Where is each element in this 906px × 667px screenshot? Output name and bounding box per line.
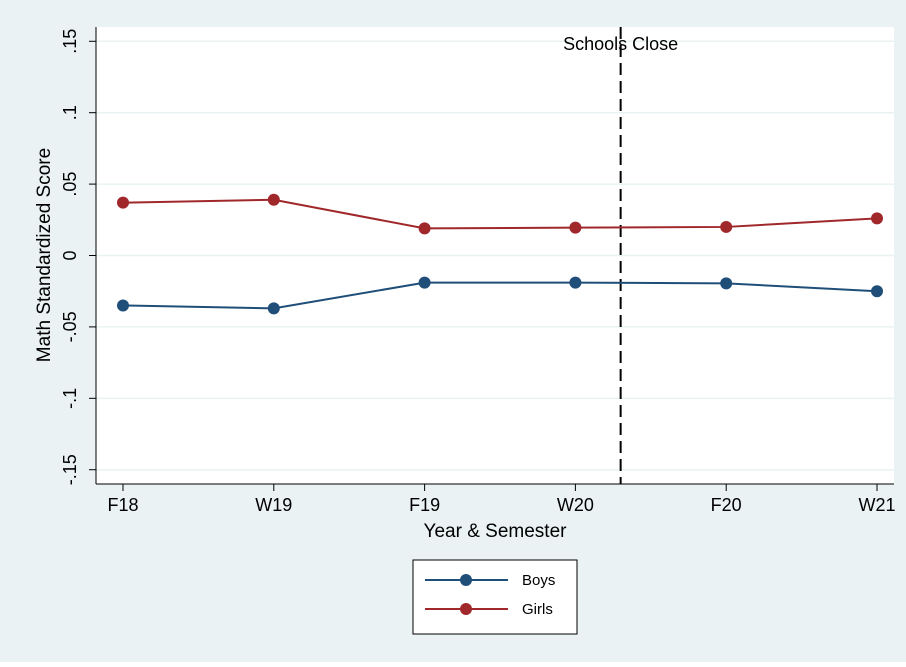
boys-point bbox=[569, 276, 582, 289]
legend-girls-label: Girls bbox=[522, 601, 553, 618]
girls-point bbox=[418, 222, 431, 235]
girls-point bbox=[569, 221, 582, 234]
y-tick-label: .15 bbox=[60, 29, 80, 54]
y-tick-label: .05 bbox=[60, 172, 80, 197]
girls-point bbox=[267, 193, 280, 206]
schools-close-label: Schools Close bbox=[563, 34, 678, 54]
x-tick-label: F18 bbox=[107, 495, 138, 515]
x-tick-label: W21 bbox=[858, 495, 895, 515]
girls-point bbox=[117, 196, 129, 209]
girls-point bbox=[720, 220, 733, 233]
legend-boys-label: Boys bbox=[522, 572, 555, 589]
legend-girls-marker bbox=[460, 603, 472, 615]
girls-point bbox=[871, 212, 883, 225]
x-tick-label: W20 bbox=[557, 495, 594, 515]
series-layer bbox=[117, 193, 883, 315]
boys-point bbox=[117, 299, 129, 312]
boys-point bbox=[720, 277, 733, 290]
axis-layer: -.15 -.1 -.05 0 .05 .1 .15 F18 W19 F19 W20 F20 W21 bbox=[60, 27, 896, 515]
y-tick-label: -.05 bbox=[60, 311, 80, 342]
boys-line bbox=[122, 281, 878, 310]
y-tick-label: .1 bbox=[60, 105, 80, 120]
grid-layer bbox=[96, 40, 894, 471]
x-tick-label: F20 bbox=[711, 495, 742, 515]
y-tick-label: -.15 bbox=[60, 454, 80, 485]
boys-point bbox=[418, 276, 431, 289]
x-tick-label: W19 bbox=[255, 495, 292, 515]
annotation-layer: Schools Close bbox=[563, 27, 678, 484]
legend-items: Boys Girls bbox=[425, 572, 555, 618]
girls-line bbox=[122, 198, 878, 230]
x-tick-label: F19 bbox=[409, 495, 440, 515]
boys-point bbox=[267, 302, 280, 315]
boys-point bbox=[871, 285, 883, 298]
y-tick-label: 0 bbox=[60, 250, 80, 260]
legend-boys-marker bbox=[460, 574, 472, 586]
y-tick-label: -.1 bbox=[60, 388, 80, 409]
legend-box bbox=[412, 559, 578, 635]
legend: Boys Girls bbox=[412, 559, 578, 635]
x-axis-title: Year & Semester bbox=[424, 521, 568, 542]
y-axis-title: Math Standardized Score bbox=[34, 148, 55, 362]
